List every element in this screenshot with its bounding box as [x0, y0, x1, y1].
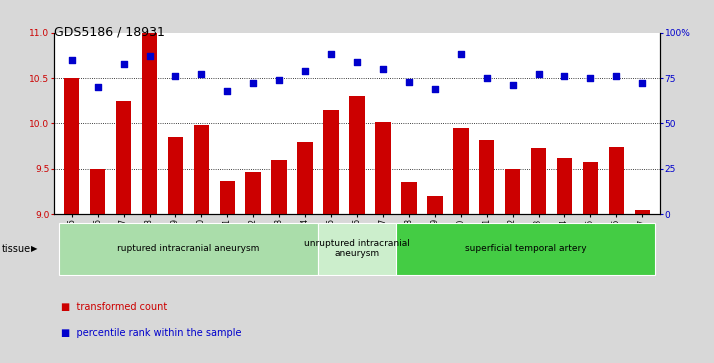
Point: [299, 68, 311, 74]
Text: tissue: tissue: [2, 244, 31, 254]
Bar: [271, 160, 287, 214]
Point: [481, 75, 493, 81]
Bar: [396, 223, 655, 275]
Bar: [323, 110, 339, 214]
Point: [92, 84, 104, 90]
Bar: [90, 169, 106, 214]
Point: [403, 79, 415, 85]
Bar: [64, 78, 79, 214]
Point: [118, 61, 129, 66]
Point: [248, 81, 259, 86]
Text: GDS5186 / 18931: GDS5186 / 18931: [54, 25, 164, 38]
Point: [559, 73, 570, 79]
Bar: [375, 122, 391, 214]
Bar: [583, 163, 598, 214]
Bar: [219, 181, 235, 214]
Text: superficial temporal artery: superficial temporal artery: [465, 244, 586, 253]
Bar: [142, 33, 157, 214]
Bar: [479, 140, 495, 214]
Point: [610, 73, 622, 79]
Bar: [557, 158, 572, 214]
Point: [170, 73, 181, 79]
Point: [221, 88, 233, 94]
Bar: [168, 137, 183, 214]
Bar: [635, 210, 650, 214]
Point: [429, 86, 441, 92]
Text: ruptured intracranial aneurysm: ruptured intracranial aneurysm: [117, 244, 260, 253]
Point: [144, 53, 155, 59]
Bar: [505, 169, 521, 214]
Point: [533, 72, 544, 77]
Text: unruptured intracranial
aneurysm: unruptured intracranial aneurysm: [304, 239, 410, 258]
Bar: [116, 101, 131, 214]
Point: [507, 82, 518, 88]
Bar: [193, 125, 209, 214]
Point: [273, 77, 285, 83]
Bar: [349, 96, 365, 214]
Point: [455, 52, 466, 57]
Point: [637, 81, 648, 86]
Point: [196, 72, 207, 77]
Bar: [401, 183, 417, 214]
Bar: [59, 223, 318, 275]
Text: ▶: ▶: [31, 244, 37, 253]
Bar: [297, 143, 313, 214]
Bar: [427, 196, 443, 214]
Bar: [318, 223, 396, 275]
Point: [585, 75, 596, 81]
Bar: [246, 172, 261, 214]
Point: [66, 57, 77, 63]
Point: [351, 59, 363, 65]
Bar: [608, 147, 624, 214]
Point: [377, 66, 388, 72]
Point: [326, 52, 337, 57]
Text: ■  percentile rank within the sample: ■ percentile rank within the sample: [61, 327, 241, 338]
Text: ■  transformed count: ■ transformed count: [61, 302, 167, 312]
Bar: [453, 128, 468, 214]
Bar: [531, 148, 546, 214]
